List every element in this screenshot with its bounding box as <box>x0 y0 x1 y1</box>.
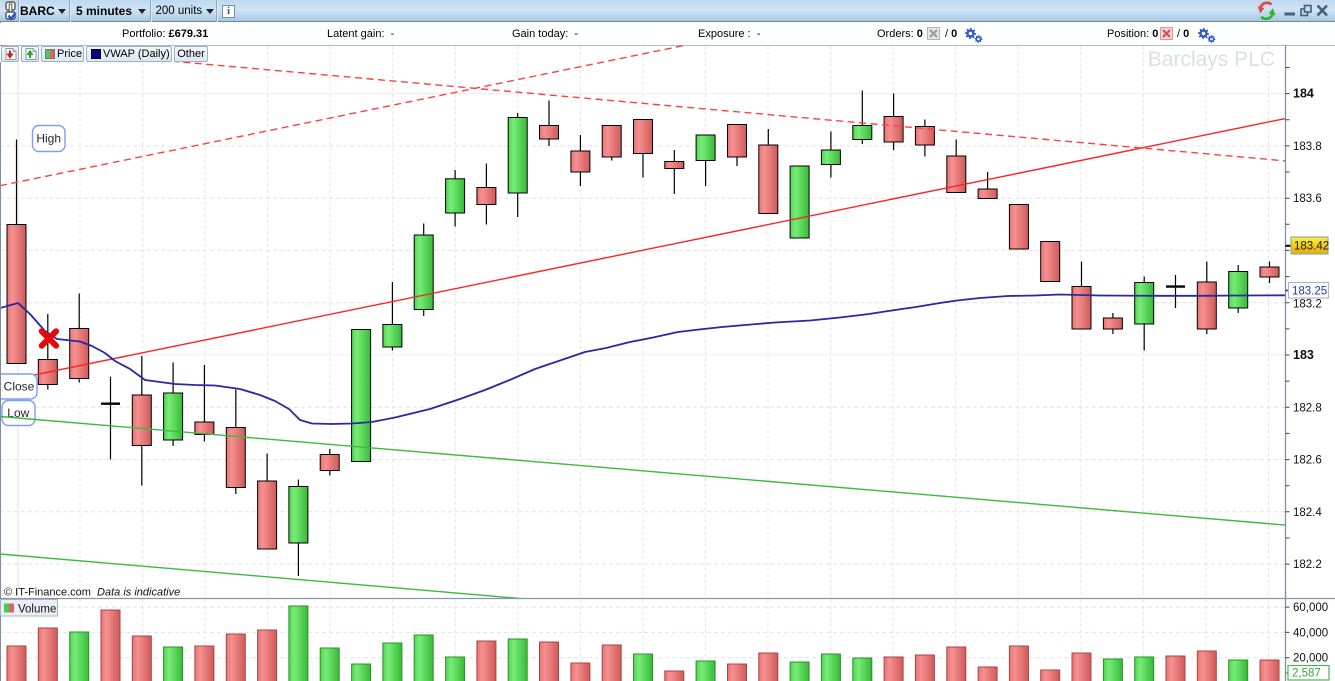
svg-text:182.4: 182.4 <box>1293 507 1322 519</box>
svg-text:183.8: 183.8 <box>1293 141 1322 153</box>
svg-text:182.8: 182.8 <box>1293 402 1322 414</box>
svg-text:184: 184 <box>1293 87 1314 101</box>
svg-text:Close: Close <box>4 380 35 394</box>
svg-text:183.42: 183.42 <box>1294 241 1329 253</box>
svg-text:2,587: 2,587 <box>1292 668 1321 680</box>
svg-text:183.2: 183.2 <box>1293 299 1322 311</box>
svg-text:High: High <box>36 132 61 146</box>
svg-text:© IT-Finance.com Data is indic: © IT-Finance.com Data is indicative <box>4 587 180 599</box>
svg-text:Low: Low <box>7 406 29 420</box>
svg-text:Barclays PLC: Barclays PLC <box>1148 48 1275 71</box>
svg-text:20,000: 20,000 <box>1293 653 1328 665</box>
svg-text:183.25: 183.25 <box>1292 286 1327 298</box>
svg-text:60,000: 60,000 <box>1293 602 1328 614</box>
svg-text:Volume: Volume <box>18 604 56 616</box>
svg-text:183: 183 <box>1293 348 1314 362</box>
svg-text:183.6: 183.6 <box>1293 193 1322 205</box>
svg-text:182.2: 182.2 <box>1293 559 1322 571</box>
svg-text:182.6: 182.6 <box>1293 455 1322 467</box>
svg-text:40,000: 40,000 <box>1293 627 1328 639</box>
